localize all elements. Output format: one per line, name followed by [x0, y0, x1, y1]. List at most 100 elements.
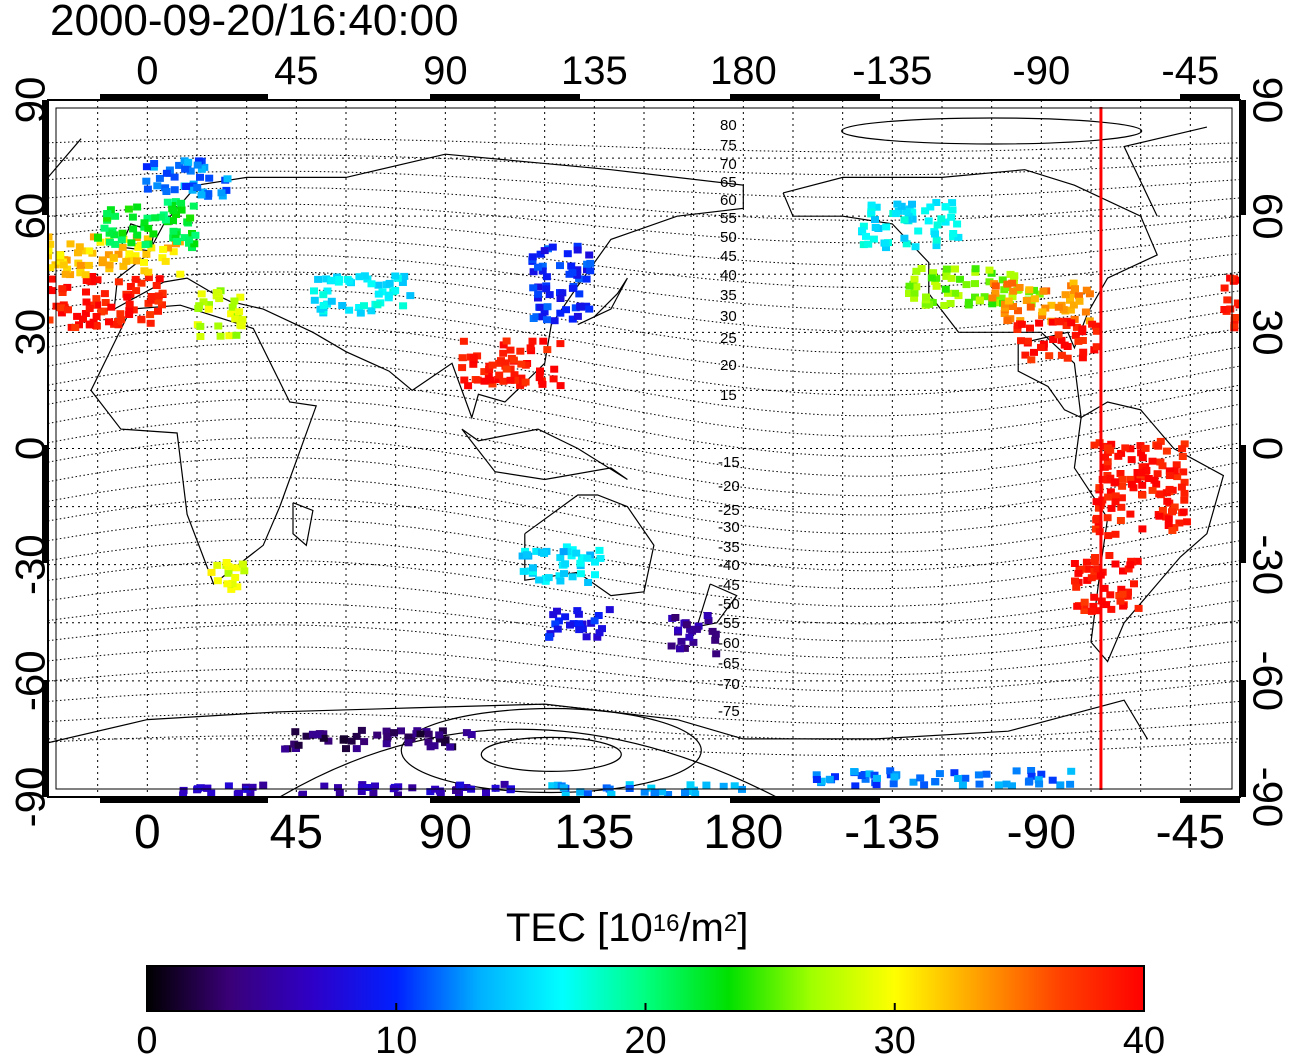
- tec-cell: [408, 784, 417, 792]
- tec-cell: [556, 295, 565, 302]
- tec-cell: [994, 781, 1003, 789]
- tec-cell: [172, 211, 180, 218]
- tec-cell: [867, 208, 876, 216]
- tec-cell: [123, 293, 132, 301]
- tec-cell: [394, 791, 402, 797]
- x-tick-top: 45: [274, 49, 319, 93]
- tec-cell: [384, 291, 393, 299]
- mlat-contour: [48, 154, 1240, 176]
- frame-segment: [42, 680, 48, 797]
- tec-cell: [680, 644, 689, 652]
- tec-cell: [1220, 306, 1229, 313]
- tec-cell: [575, 620, 583, 628]
- tec-cell: [1071, 331, 1080, 339]
- tec-cell: [544, 574, 553, 582]
- mlat-contour: [48, 690, 1240, 725]
- tec-cell: [509, 356, 518, 364]
- tec-cell: [1235, 276, 1240, 284]
- tec-cell: [464, 382, 473, 390]
- tec-cell: [500, 780, 509, 788]
- tec-cell: [1178, 445, 1187, 453]
- tec-cell: [125, 307, 134, 315]
- tec-cell: [954, 775, 963, 782]
- tec-cell: [1078, 565, 1087, 573]
- mlat-contour: [48, 538, 1240, 607]
- tec-cell: [1172, 461, 1181, 469]
- tec-cell: [1092, 498, 1101, 506]
- tec-cell: [1165, 472, 1174, 480]
- tec-cell: [1049, 336, 1058, 343]
- tec-cell: [1078, 337, 1087, 344]
- tec-cell: [473, 376, 482, 384]
- tec-cell: [105, 265, 114, 273]
- tec-cell: [549, 375, 558, 383]
- colorbar-tick-label: 30: [874, 1020, 916, 1057]
- tec-cell: [1089, 602, 1098, 610]
- tec-cell: [542, 273, 551, 281]
- contour-label: 30: [720, 308, 737, 325]
- tec-cell: [1156, 437, 1165, 445]
- y-tick-right: 30: [1245, 309, 1292, 356]
- tec-cell: [872, 781, 881, 789]
- tec-cell: [942, 270, 951, 278]
- tec-cell: [1026, 303, 1035, 311]
- tec-cell: [1030, 348, 1038, 356]
- map-grid: [48, 100, 1240, 797]
- tec-cell: [948, 199, 957, 207]
- tec-cell: [543, 303, 552, 311]
- contour-label: -20: [718, 478, 740, 495]
- tec-cell: [860, 771, 869, 778]
- tec-cell: [591, 571, 599, 579]
- tec-cell: [230, 297, 239, 305]
- tec-cell: [1142, 467, 1151, 474]
- tec-cell: [1165, 485, 1174, 493]
- tec-cell: [595, 629, 604, 637]
- contour-label: 80: [720, 117, 737, 134]
- tec-cell: [691, 790, 700, 797]
- tec-cell: [85, 321, 94, 329]
- mlat-contour: [48, 497, 1240, 572]
- tec-cell: [117, 236, 126, 244]
- tec-cell: [183, 218, 192, 226]
- tec-cell: [1056, 781, 1065, 789]
- tec-cell: [1138, 463, 1147, 471]
- mlat-contour: [48, 379, 1240, 457]
- tec-cell: [1138, 525, 1147, 533]
- tec-cell: [205, 174, 214, 182]
- contour-label: -45: [718, 577, 740, 594]
- tec-cell: [825, 775, 834, 783]
- tec-cell: [1027, 356, 1036, 364]
- tec-cell: [900, 216, 909, 224]
- tec-cell: [319, 291, 328, 299]
- tec-cell: [85, 247, 93, 255]
- tec-cell: [941, 285, 950, 293]
- tec-cell: [162, 169, 171, 177]
- tec-cell: [404, 733, 413, 741]
- tec-cell: [119, 262, 128, 270]
- tec-cell: [1035, 780, 1044, 788]
- tec-cell: [204, 190, 213, 198]
- tec-cell: [1230, 321, 1239, 329]
- tec-cell: [1117, 503, 1126, 511]
- contour-label: -25: [718, 502, 740, 519]
- tec-cell: [404, 739, 413, 747]
- tec-cell: [58, 285, 67, 293]
- tec-cell: [1027, 767, 1036, 774]
- mlat-contour: [48, 477, 1240, 553]
- tec-cell: [310, 287, 318, 295]
- tec-cell: [914, 227, 923, 235]
- tec-cell: [1116, 517, 1125, 524]
- tec-cell: [236, 293, 245, 301]
- tec-cell: [1103, 462, 1112, 470]
- tec-cell: [1111, 492, 1120, 500]
- tec-cell: [156, 213, 165, 221]
- tec-cell: [482, 789, 490, 797]
- tec-cell: [107, 303, 116, 311]
- tec-cell: [538, 313, 547, 321]
- coastline: [696, 583, 738, 628]
- tec-cell: [48, 316, 54, 324]
- tec-cell: [577, 554, 586, 562]
- tec-cell: [932, 199, 941, 206]
